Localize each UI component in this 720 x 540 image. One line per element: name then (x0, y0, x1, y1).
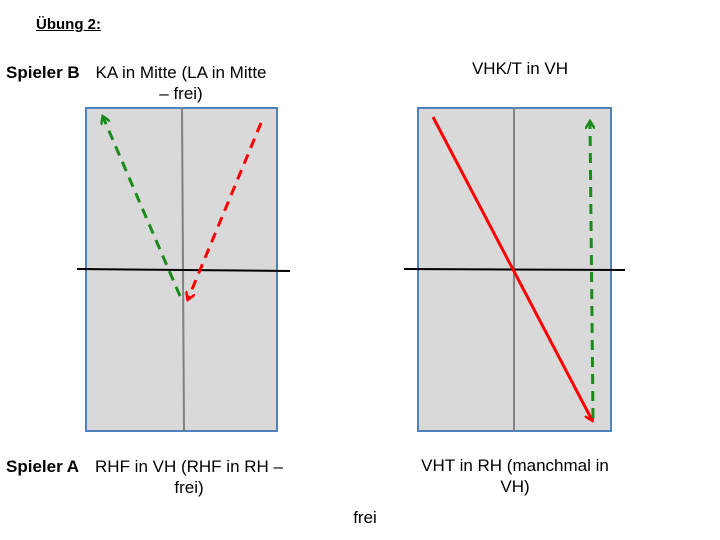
right-bottom-line-2: VH) (500, 477, 530, 496)
left-top-line-2: – frei) (159, 84, 203, 103)
left-red-dashed-arrow (188, 122, 263, 299)
left-bottom-line-2: frei) (174, 478, 204, 497)
left-bottom-line-1: RHF in VH (RHF in RH – (95, 457, 283, 476)
left-net-line (76, 268, 291, 272)
exercise-title: Übung 2: (36, 16, 101, 33)
left-green-dashed-arrow (103, 117, 182, 297)
left-bottom-description: RHF in VH (RHF in RH – frei) (86, 456, 292, 498)
right-court (403, 107, 626, 432)
player-a-label-left: Spieler A (6, 457, 80, 476)
right-red-solid-arrow (431, 116, 592, 420)
footer-text: frei (353, 508, 377, 527)
left-top-description: KA in Mitte (LA in Mitte – frei) (86, 62, 276, 104)
right-top-description: VHK/T in VH (471, 59, 569, 78)
right-bottom-description: VHT in RH (manchmal in VH) (405, 455, 625, 497)
right-bottom-line-1: VHT in RH (manchmal in (421, 456, 609, 475)
left-court (76, 107, 291, 432)
right-green-dashed-arrow (590, 122, 593, 419)
left-top-line-1: KA in Mitte (LA in Mitte (95, 63, 267, 82)
player-b-label-left: Spieler B (6, 63, 80, 82)
